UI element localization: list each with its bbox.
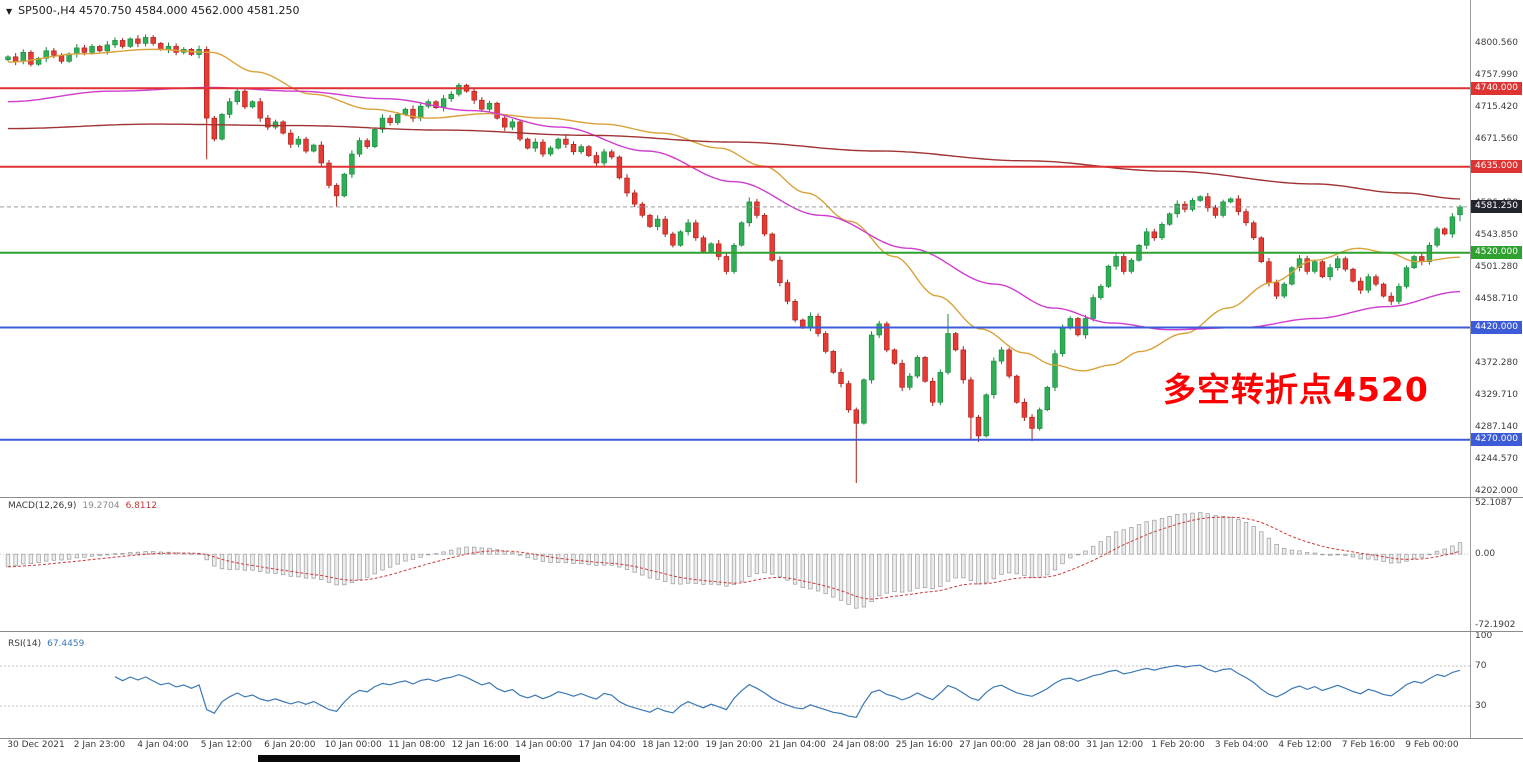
price-tick-label: 4543.850	[1475, 229, 1518, 240]
price-chart-canvas[interactable]	[0, 0, 1470, 738]
candles	[5, 34, 1463, 483]
price-tick-label: 4287.140	[1475, 421, 1518, 432]
time-axis-label: 28 Jan 08:00	[1022, 740, 1080, 750]
time-axis-label: 1 Feb 20:00	[1151, 740, 1205, 750]
time-axis-label: 25 Jan 16:00	[895, 740, 953, 750]
panel-separator	[0, 738, 1523, 739]
macd-signal-value: 6.8112	[125, 501, 158, 511]
price-tick-label: 4501.280	[1475, 261, 1518, 272]
price-tick-label: 4244.570	[1475, 453, 1518, 464]
time-axis-label: 17 Jan 04:00	[578, 740, 636, 750]
price-badge: 4420.000	[1471, 321, 1522, 334]
price-tick-label: 4202.000	[1475, 485, 1518, 496]
rsi-axis-label: 100	[1475, 631, 1493, 641]
macd-header: MACD(12,26,9) 19.2704 6.8112	[8, 501, 157, 511]
macd-axis-label: 52.1087	[1475, 497, 1513, 508]
time-axis-label: 18 Jan 12:00	[642, 740, 699, 750]
price-tick-label: 4757.990	[1475, 69, 1518, 80]
time-axis-label: 24 Jan 08:00	[832, 740, 890, 750]
price-badge: 4270.000	[1471, 433, 1522, 447]
time-axis-label: 5 Jan 12:00	[200, 740, 252, 750]
macd-axis-label: -72.1902	[1475, 620, 1516, 631]
symbol-label: SP500-,H4	[18, 4, 76, 17]
panel-separator	[0, 497, 1523, 498]
rsi-line	[114, 664, 1461, 718]
time-axis-label: 30 Dec 2021	[7, 740, 65, 750]
rsi-label: RSI(14)	[8, 639, 42, 649]
time-axis-label: 4 Jan 04:00	[137, 740, 189, 750]
macd-signal-line	[7, 516, 1461, 600]
price-badge: 4635.000	[1471, 160, 1522, 174]
rsi-header: RSI(14) 67.4459	[8, 639, 84, 649]
price-tick-label: 4671.560	[1475, 134, 1518, 145]
time-axis-label: 9 Feb 00:00	[1405, 740, 1459, 750]
rsi-panel	[0, 664, 1470, 718]
price-badge: 4520.000	[1471, 246, 1522, 260]
time-axis-label: 19 Jan 20:00	[705, 740, 763, 750]
chart-menu-icon[interactable]: ▼	[6, 7, 13, 16]
price-tick-label: 4715.420	[1475, 101, 1518, 112]
price-badge: 4581.250	[1471, 200, 1522, 214]
rsi-axis-label: 30	[1475, 701, 1487, 711]
rsi-axis-label: 70	[1475, 661, 1487, 671]
time-axis-label: 11 Jan 08:00	[388, 740, 446, 750]
ohlc-values: 4570.750 4584.000 4562.000 4581.250	[79, 4, 300, 17]
rsi-value: 67.4459	[47, 639, 85, 649]
time-axis: 30 Dec 2021 2 Jan 23:00 4 Jan 04:00 5 Jan 1…	[0, 740, 1470, 754]
panel-separator	[0, 631, 1523, 632]
time-axis-label: 2 Jan 23:00	[73, 740, 126, 750]
taskbar-fragment	[258, 755, 520, 762]
time-axis-label: 21 Jan 04:00	[768, 740, 826, 750]
time-axis-label: 6 Jan 20:00	[264, 740, 316, 750]
price-badge: 4740.000	[1471, 81, 1522, 95]
macd-label: MACD(12,26,9)	[8, 501, 77, 511]
ma-fast-orange	[7, 48, 1461, 372]
price-tick-label: 4800.560	[1475, 37, 1518, 48]
price-tick-label: 4329.710	[1475, 390, 1518, 400]
time-axis-label: 7 Feb 16:00	[1341, 740, 1396, 750]
time-axis-label: 4 Feb 12:00	[1278, 740, 1332, 750]
time-axis-label: 31 Jan 12:00	[1086, 740, 1144, 750]
symbol-header: ▼ SP500-,H4 4570.750 4584.000 4562.000 45…	[6, 4, 299, 17]
time-axis-label: 14 Jan 00:00	[515, 740, 573, 750]
macd-value: 19.2704	[82, 501, 120, 511]
time-axis-label: 12 Jan 16:00	[451, 740, 509, 750]
time-axis-label: 27 Jan 00:00	[959, 740, 1017, 750]
price-tick-label: 4372.280	[1475, 358, 1518, 369]
macd-axis-label: 0.00	[1475, 549, 1496, 560]
macd-panel	[0, 512, 1470, 609]
time-axis-label: 10 Jan 00:00	[324, 740, 382, 750]
price-axis: 4800.5604757.9904715.4204671.5604628.990…	[1470, 0, 1523, 738]
chart-annotation: 多空转折点4520	[1163, 370, 1429, 409]
price-tick-label: 4458.710	[1475, 293, 1518, 304]
ma-slow-darkred	[8, 123, 1461, 200]
time-axis-label: 3 Feb 04:00	[1214, 740, 1269, 750]
ma-mid-magenta	[7, 86, 1461, 331]
